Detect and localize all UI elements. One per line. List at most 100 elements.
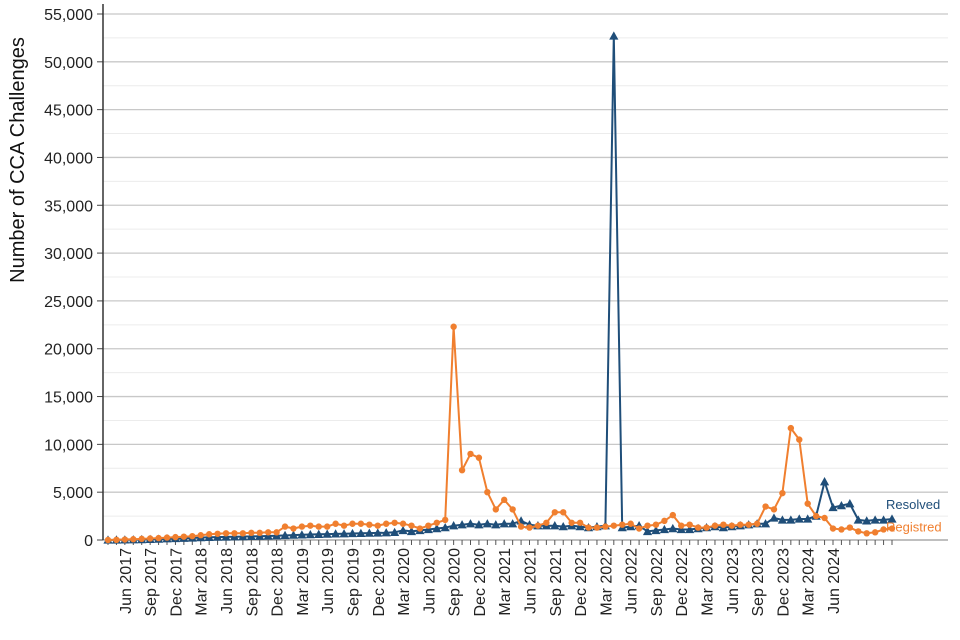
x-tick-label: Sep 2023 <box>750 548 767 617</box>
data-point <box>878 515 889 524</box>
data-point <box>357 520 365 527</box>
data-point <box>558 522 568 531</box>
data-point <box>189 532 196 540</box>
data-point <box>829 525 837 532</box>
data-point <box>433 519 440 526</box>
data-point <box>331 529 341 538</box>
data-point <box>786 515 796 524</box>
data-point <box>863 530 870 537</box>
data-point <box>678 522 685 529</box>
x-tick-label: Mar 2020 <box>396 548 413 616</box>
data-point <box>373 528 383 537</box>
series-line <box>107 325 893 541</box>
series-line <box>107 35 893 541</box>
data-point <box>298 523 306 530</box>
series-registred: Registred <box>104 323 942 544</box>
x-tick-label: Mar 2019 <box>295 548 312 616</box>
data-point <box>703 524 710 531</box>
x-tick-label: Jun 2022 <box>624 548 641 614</box>
data-point <box>804 500 811 507</box>
data-point <box>862 516 872 525</box>
x-tick-label: Dec 2019 <box>371 548 388 617</box>
x-tick-label: Jun 2024 <box>826 548 843 614</box>
y-axis-title: Number of CCA Challenges <box>7 37 29 283</box>
data-point <box>853 515 863 524</box>
data-point <box>575 522 585 531</box>
gridlines <box>103 13 948 541</box>
data-point <box>382 520 390 527</box>
x-tick-label: Jun 2021 <box>523 548 540 614</box>
data-point <box>450 323 457 330</box>
data-point <box>585 524 592 531</box>
data-point <box>349 520 356 527</box>
y-tick-label: 40,000 <box>44 150 93 167</box>
data-point <box>248 529 255 537</box>
data-point <box>627 520 634 527</box>
x-tick-label: Sep 2019 <box>345 548 362 617</box>
data-point <box>880 526 887 533</box>
data-point <box>440 522 450 532</box>
x-tick-label: Dec 2023 <box>775 548 792 617</box>
data-point <box>364 528 374 537</box>
x-tick-label: Jun 2023 <box>725 548 742 614</box>
data-point <box>501 496 508 504</box>
y-axis-ticks: 0 5,000 10,000 15,000 20,000 25,000 30,000 35,0… <box>44 7 103 550</box>
data-point <box>686 521 693 528</box>
data-point <box>543 519 550 526</box>
data-point <box>642 526 653 536</box>
series-layer: Resolved Registred <box>103 31 942 544</box>
x-tick-label: Jun 2017 <box>118 548 135 614</box>
data-point <box>753 520 761 527</box>
y-tick-label: 15,000 <box>44 390 93 407</box>
data-point <box>551 509 558 516</box>
data-point <box>231 530 238 537</box>
data-point <box>870 515 880 524</box>
data-point <box>888 525 896 532</box>
data-point <box>694 524 702 531</box>
data-point <box>526 524 533 531</box>
data-point <box>492 506 499 513</box>
data-point <box>652 521 660 528</box>
data-point <box>408 522 415 529</box>
data-point <box>197 532 204 539</box>
data-point <box>534 522 542 529</box>
x-tick-label: Mar 2022 <box>598 548 615 616</box>
data-point <box>887 514 897 523</box>
data-point <box>871 529 879 536</box>
data-point <box>838 526 845 533</box>
y-tick-label: 50,000 <box>44 55 93 72</box>
data-point <box>307 522 314 529</box>
data-point <box>205 531 213 538</box>
data-point <box>769 513 779 522</box>
data-point <box>499 519 509 528</box>
x-tick-label: Sep 2020 <box>447 548 464 617</box>
data-point <box>508 519 518 528</box>
data-point <box>323 523 331 530</box>
y-tick-label: 0 <box>84 533 93 550</box>
data-point <box>728 522 736 529</box>
data-point <box>619 521 626 528</box>
data-point <box>264 529 272 536</box>
data-point <box>819 477 830 486</box>
data-point <box>442 516 449 524</box>
data-point <box>651 525 661 535</box>
data-point <box>130 536 137 543</box>
data-point <box>315 523 322 530</box>
y-tick-label: 20,000 <box>44 342 93 359</box>
data-point <box>381 528 391 537</box>
x-tick-label: Dec 2018 <box>270 548 287 617</box>
x-tick-label: Jun 2020 <box>421 548 438 614</box>
data-point <box>610 522 618 529</box>
data-point <box>661 517 668 525</box>
x-tick-label: Mar 2021 <box>497 548 514 616</box>
data-point <box>644 522 651 529</box>
data-point <box>172 533 179 541</box>
data-point <box>828 502 838 512</box>
data-point <box>273 529 280 536</box>
data-point <box>366 521 373 528</box>
data-point <box>745 521 752 528</box>
data-point <box>416 525 424 532</box>
y-tick-label: 55,000 <box>44 7 93 24</box>
data-point <box>821 514 828 522</box>
data-point <box>777 515 788 524</box>
